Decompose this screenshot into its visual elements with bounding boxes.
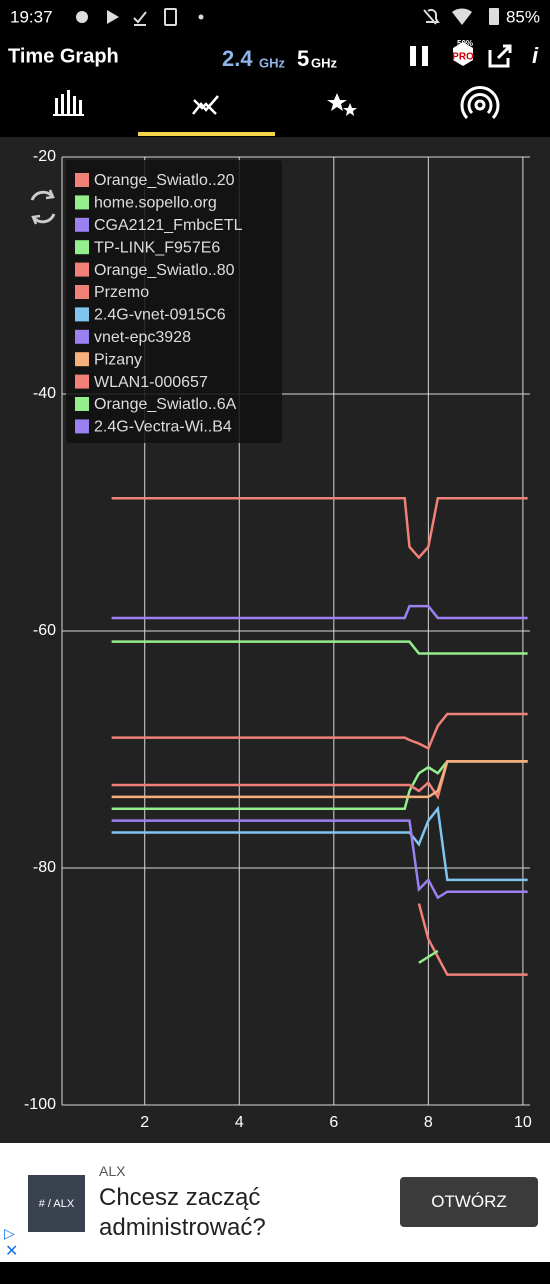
status-icon <box>164 8 177 26</box>
x-tick-label: 4 <box>235 1114 244 1131</box>
band-24[interactable]: 2.4 <box>222 46 253 71</box>
legend-swatch <box>75 419 89 434</box>
x-tick-label: 10 <box>514 1114 532 1131</box>
legend-label: Orange_Swiatlo..20 <box>94 172 235 189</box>
share-button[interactable] <box>488 44 512 68</box>
pro-button[interactable] <box>453 42 473 66</box>
series-line <box>111 604 528 620</box>
legend-swatch <box>75 173 89 187</box>
ad-headline: Chcesz zacząć administrować? <box>99 1184 266 1241</box>
band-5-unit: GHz <box>311 55 338 70</box>
status-icon <box>133 11 147 26</box>
app-title: Time Graph <box>8 45 119 67</box>
tab-indicator <box>138 132 275 136</box>
x-tick-label: 2 <box>140 1114 149 1131</box>
y-tick-label: -100 <box>24 1096 56 1113</box>
status-icon <box>489 8 499 25</box>
legend-swatch <box>75 285 89 299</box>
legend-swatch <box>75 397 89 411</box>
legend-swatch <box>75 329 89 344</box>
chart: -20 -40 -60 -80 -100 2 4 6 8 10 Orange_Swiatlo..20… <box>24 148 532 1131</box>
legend-swatch <box>75 352 89 367</box>
status-icon <box>198 14 204 20</box>
x-tick-label: 6 <box>329 1114 338 1131</box>
ad-close[interactable]: ✕ <box>5 1243 19 1260</box>
legend-swatch <box>75 307 89 322</box>
status-icon <box>107 10 119 24</box>
ad-advertiser: ALX <box>99 1163 126 1179</box>
legend-label: home.sopello.org <box>94 195 217 212</box>
legend-label: Orange_Swiatlo..6A <box>94 396 237 413</box>
y-tick-label: -60 <box>33 622 56 639</box>
x-tick-label: 8 <box>424 1114 433 1131</box>
series-line <box>111 819 528 900</box>
series-line <box>111 712 528 751</box>
legend-swatch <box>75 195 89 210</box>
status-icon <box>423 8 440 25</box>
legend-box <box>66 160 282 443</box>
status-icon <box>76 11 88 23</box>
tab-access-points[interactable] <box>460 86 500 120</box>
ad-choices[interactable]: ▷ <box>4 1225 15 1241</box>
app-screen: 19:37 85% Time Graph 2.4 GHz 5 GHz 50% P… <box>0 0 550 1143</box>
legend-swatch <box>75 240 89 255</box>
tab-rating[interactable] <box>327 93 357 116</box>
legend-swatch <box>75 374 89 389</box>
legend-label: CGA2121_FmbcETL <box>94 217 243 234</box>
series-line <box>111 640 528 655</box>
pause-button[interactable] <box>410 46 416 66</box>
legend-swatch <box>75 262 89 277</box>
legend-label: 2.4G-Vectra-Wi..B4 <box>94 419 232 436</box>
pro-discount: 50% <box>457 39 473 48</box>
legend-swatch <box>75 217 89 232</box>
series-line <box>111 497 528 560</box>
legend-label: 2.4G-vnet-0915C6 <box>94 307 226 324</box>
nav-bar <box>0 1262 550 1284</box>
y-tick-label: -40 <box>33 385 56 402</box>
legend-label: Orange_Swiatlo..80 <box>94 262 235 279</box>
y-tick-label: -80 <box>33 859 56 876</box>
pause-button <box>422 46 428 66</box>
legend-label: TP-LINK_F957E6 <box>94 239 220 256</box>
series-line <box>418 949 439 964</box>
series-line <box>111 805 528 882</box>
status-battery: 85% <box>506 7 540 26</box>
series-line <box>111 760 528 799</box>
band-24-unit: GHz <box>259 55 286 70</box>
header-bg <box>0 0 550 137</box>
ad-banner[interactable]: # / ALX ALX Chcesz zacząć administrować?… <box>0 1143 550 1262</box>
ad-logo: # / ALX <box>28 1175 85 1232</box>
legend-label: Przemo <box>94 284 149 301</box>
pro-badge: PRO <box>452 52 474 63</box>
info-button[interactable]: i <box>532 43 539 68</box>
legend-label: Pizany <box>94 351 142 368</box>
ad-button[interactable]: OTWÓRZ <box>400 1177 538 1227</box>
refresh-button[interactable] <box>30 189 56 225</box>
status-time: 19:37 <box>10 7 53 26</box>
legend-label: vnet-epc3928 <box>94 329 191 346</box>
status-icon <box>452 8 472 25</box>
legend-label: WLAN1-000657 <box>94 374 208 391</box>
tab-time-graph[interactable] <box>192 95 219 115</box>
series-line <box>417 903 528 976</box>
band-5[interactable]: 5 <box>297 46 309 71</box>
y-tick-label: -20 <box>33 148 56 165</box>
tab-bar-graph[interactable] <box>53 90 84 116</box>
